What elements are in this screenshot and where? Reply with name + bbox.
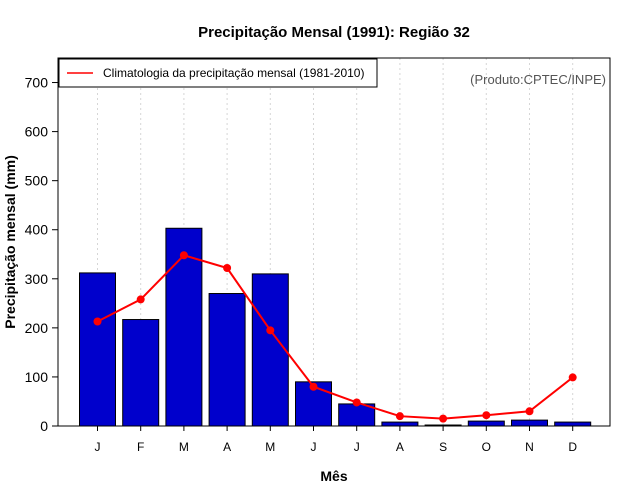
y-tick-label-200: 200 [25, 320, 49, 336]
x-tick-label-4: A [223, 440, 231, 454]
climatology-line [97, 254, 574, 420]
chart-title: Precipitação Mensal (1991): Região 32 [198, 24, 470, 41]
x-tick-label-10: O [482, 440, 491, 454]
x-tick-label-12: D [568, 440, 577, 454]
x-tick-label-9: S [439, 440, 447, 454]
x-tick-label-2: F [137, 440, 144, 454]
x-tick-label-5: M [265, 440, 275, 454]
legend-box [58, 58, 378, 88]
x-tick-label-11: N [525, 440, 534, 454]
legend: Climatologia da precipitação mensal (198… [58, 58, 378, 88]
bar-11-N [511, 419, 548, 427]
y-tick-label-300: 300 [25, 271, 49, 287]
climatology-point-11 [525, 407, 534, 416]
climatology-point-3 [179, 251, 188, 260]
bar-1-J [79, 272, 116, 427]
x-tick-label-3: M [179, 440, 189, 454]
bar-12-D [554, 421, 592, 427]
y-tick-label-100: 100 [25, 369, 49, 385]
climatology-point-4 [223, 264, 232, 273]
x-tick-label-1: J [95, 440, 101, 454]
legend-entry-climatology: Climatologia da precipitação mensal (198… [103, 66, 364, 80]
bar-3-M [165, 227, 203, 427]
source-annotation: (Produto:CPTEC/INPE) [470, 72, 606, 87]
plot-frame [57, 57, 611, 427]
y-tick-label-500: 500 [25, 173, 49, 189]
y-tick-label-600: 600 [25, 124, 49, 140]
y-tick-label-400: 400 [25, 222, 49, 238]
climatology-point-7 [352, 398, 361, 407]
x-tick-label-7: J [354, 440, 360, 454]
climatology-point-5 [266, 326, 275, 335]
bar-5-M [251, 273, 289, 427]
y-axis: 0 100 200 300 400 500 600 700 [25, 75, 58, 434]
climatology-point-8 [395, 412, 404, 421]
climatology-point-6 [309, 382, 318, 391]
bar-series [79, 227, 592, 427]
x-tick-label-6: J [311, 440, 317, 454]
bar-10-O [467, 420, 505, 427]
x-axis-title: Mês [320, 468, 347, 484]
bar-4-A [208, 293, 246, 427]
bar-8-A [381, 421, 419, 427]
y-axis-title: Precipitação mensal (mm) [2, 155, 18, 329]
x-tick-label-8: A [396, 440, 404, 454]
bar-2-F [122, 319, 160, 427]
climatology-point-2 [136, 295, 145, 304]
climatology-point-12 [568, 373, 577, 382]
climatology-series [93, 251, 577, 423]
climatology-point-10 [482, 411, 491, 420]
climatology-point-1 [93, 317, 102, 326]
climatology-point-9 [439, 414, 448, 423]
y-tick-label-0: 0 [40, 418, 48, 434]
y-tick-label-700: 700 [25, 75, 49, 91]
